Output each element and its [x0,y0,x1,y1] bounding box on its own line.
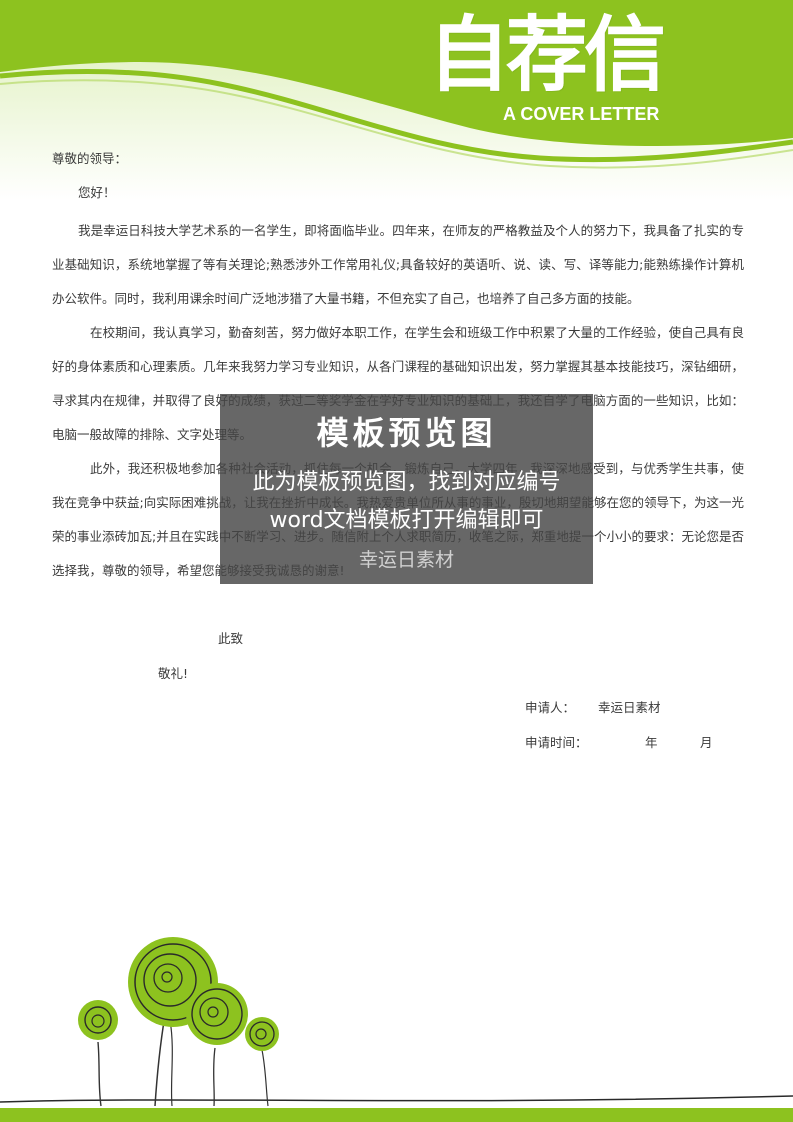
greeting: 您好！ [78,185,116,200]
applicant-line: 申请人： 幸运日素材 [525,697,661,716]
date-label: 申请时间： [525,735,588,750]
year-label: 年 [645,735,658,750]
month-label: 月 [700,735,713,750]
preview-watermark: 模板预览图 此为模板预览图，找到对应编号 word文档模板打开编辑即可 幸运日素… [220,394,593,584]
watermark-line-2: word文档模板打开编辑即可 [269,508,544,533]
closing-cizhi: 此致 [218,631,244,646]
watermark-title: 模板预览图 [316,414,497,452]
applicant-name: 幸运日素材 [598,700,661,715]
paragraph-1: 我是幸运日科技大学艺术系的一名学生，即将面临毕业。四年来，在师友的严格教益及个人… [52,223,744,306]
letter-title: 自荐信 [428,7,666,103]
date-line: 申请时间： 年 月 [525,732,755,751]
applicant-label: 申请人： [525,700,576,715]
closing-jingli: 敬礼! [158,666,189,681]
letter-subtitle: A COVER LETTER [503,104,660,124]
salutation: 尊敬的领导： [52,151,128,166]
footer-tree-illustration [0,937,793,1122]
watermark-line-1: 此为模板预览图，找到对应编号 [252,470,561,495]
watermark-brand: 幸运日素材 [358,549,454,571]
header-banner [0,0,793,200]
